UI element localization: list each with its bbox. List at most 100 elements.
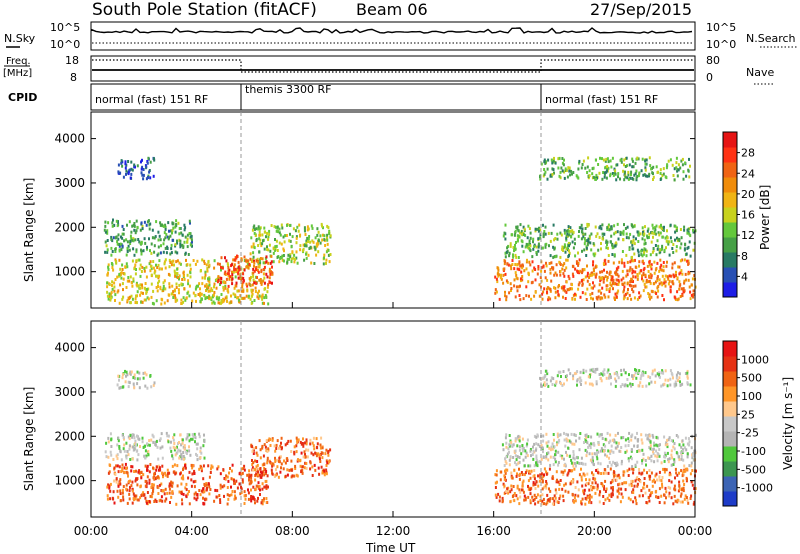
range-gate-cell <box>677 379 679 382</box>
range-gate-cell <box>559 494 562 498</box>
nave-label: Nave <box>746 66 774 79</box>
range-gate-cell <box>251 288 254 292</box>
range-gate-cell <box>568 169 571 173</box>
range-gate-cell <box>602 370 605 374</box>
range-gate-cell <box>637 250 640 254</box>
range-gate-cell <box>107 271 109 275</box>
range-gate-cell <box>257 481 260 485</box>
range-gate-cell <box>117 220 119 224</box>
range-gate-cell <box>616 222 619 226</box>
range-gate-cell <box>125 467 128 470</box>
range-gate-cell <box>511 495 514 498</box>
range-gate-cell <box>648 438 651 442</box>
range-gate-cell <box>117 170 120 174</box>
range-gate-cell <box>604 453 607 457</box>
range-gate-cell <box>108 294 111 298</box>
range-gate-cell <box>295 444 298 448</box>
range-gate-cell <box>682 290 685 294</box>
range-gate-cell <box>147 297 150 301</box>
range-gate-cell <box>666 442 669 446</box>
range-gate-cell <box>631 465 634 469</box>
range-gate-cell <box>574 493 577 497</box>
range-gate-cell <box>252 446 255 450</box>
range-gate-cell <box>592 281 594 285</box>
range-gate-cell <box>156 445 159 449</box>
range-gate-cell <box>147 176 149 179</box>
range-gate-cell <box>558 487 561 491</box>
range-gate-cell <box>545 455 548 458</box>
range-gate-cell <box>180 298 183 302</box>
range-gate-cell <box>574 254 577 258</box>
range-gate-cell <box>131 435 134 439</box>
range-gate-cell <box>616 163 619 167</box>
range-gate-cell <box>636 273 639 276</box>
x-tick-label: 08:00 <box>275 524 310 538</box>
range-gate-cell <box>164 223 167 227</box>
range-gate-cell <box>162 284 165 288</box>
range-gate-cell <box>518 448 521 452</box>
range-gate-cell <box>543 473 545 477</box>
range-gate-cell <box>602 495 605 498</box>
range-gate-cell <box>654 454 657 458</box>
range-gate-cell <box>263 497 265 501</box>
range-gate-cell <box>656 275 659 279</box>
range-gate-cell <box>636 460 639 464</box>
range-gate-cell <box>531 269 534 273</box>
range-gate-cell <box>662 265 665 269</box>
range-gate-cell <box>580 502 583 506</box>
range-gate-cell <box>242 289 245 293</box>
range-gate-cell <box>656 276 659 280</box>
range-gate-cell <box>271 462 274 466</box>
range-gate-cell <box>546 501 549 505</box>
range-gate-cell <box>269 272 272 276</box>
range-gate-cell <box>142 168 145 171</box>
range-gate-cell <box>138 437 141 441</box>
range-gate-cell <box>133 222 136 225</box>
range-gate-cell <box>130 469 133 473</box>
range-gate-cell <box>209 289 212 293</box>
range-gate-cell <box>665 468 668 472</box>
range-gate-cell <box>525 294 528 298</box>
range-gate-cell <box>591 460 594 464</box>
range-gate-cell <box>121 297 124 301</box>
range-gate-cell <box>512 443 515 447</box>
range-gate-cell <box>622 238 625 242</box>
range-gate-cell <box>162 287 165 291</box>
range-gate-cell <box>539 499 542 502</box>
range-gate-cell <box>551 167 554 171</box>
range-gate-cell <box>546 287 548 291</box>
range-gate-cell <box>118 244 121 248</box>
range-gate-cell <box>660 268 663 272</box>
range-gate-cell <box>559 255 562 259</box>
range-gate-cell <box>608 290 611 293</box>
range-gate-cell <box>512 456 515 459</box>
range-gate-cell <box>214 488 217 492</box>
range-gate-cell <box>601 296 604 300</box>
range-gate-cell <box>199 300 202 303</box>
range-gate-cell <box>582 233 585 237</box>
range-gate-cell <box>250 476 253 480</box>
range-gate-cell <box>594 225 597 229</box>
range-gate-cell <box>289 255 292 259</box>
range-gate-cell <box>503 474 506 478</box>
range-gate-cell <box>178 490 181 494</box>
range-gate-cell <box>106 285 109 289</box>
range-gate-cell <box>687 272 690 276</box>
range-gate-cell <box>524 471 527 475</box>
range-gate-cell <box>272 251 275 255</box>
range-gate-cell <box>110 253 113 257</box>
range-gate-cell <box>290 459 293 463</box>
range-gate-cell <box>494 291 497 295</box>
range-gate-cell <box>258 439 261 443</box>
range-gate-cell <box>119 242 122 246</box>
range-gate-cell <box>264 485 267 489</box>
range-gate-cell <box>656 239 659 243</box>
range-gate-cell <box>558 174 561 178</box>
range-gate-cell <box>510 488 513 492</box>
range-gate-cell <box>146 245 148 249</box>
range-gate-cell <box>603 171 606 175</box>
range-gate-cell <box>233 263 236 267</box>
range-gate-cell <box>164 227 167 231</box>
range-gate-cell <box>615 441 618 445</box>
range-gate-cell <box>550 445 553 449</box>
